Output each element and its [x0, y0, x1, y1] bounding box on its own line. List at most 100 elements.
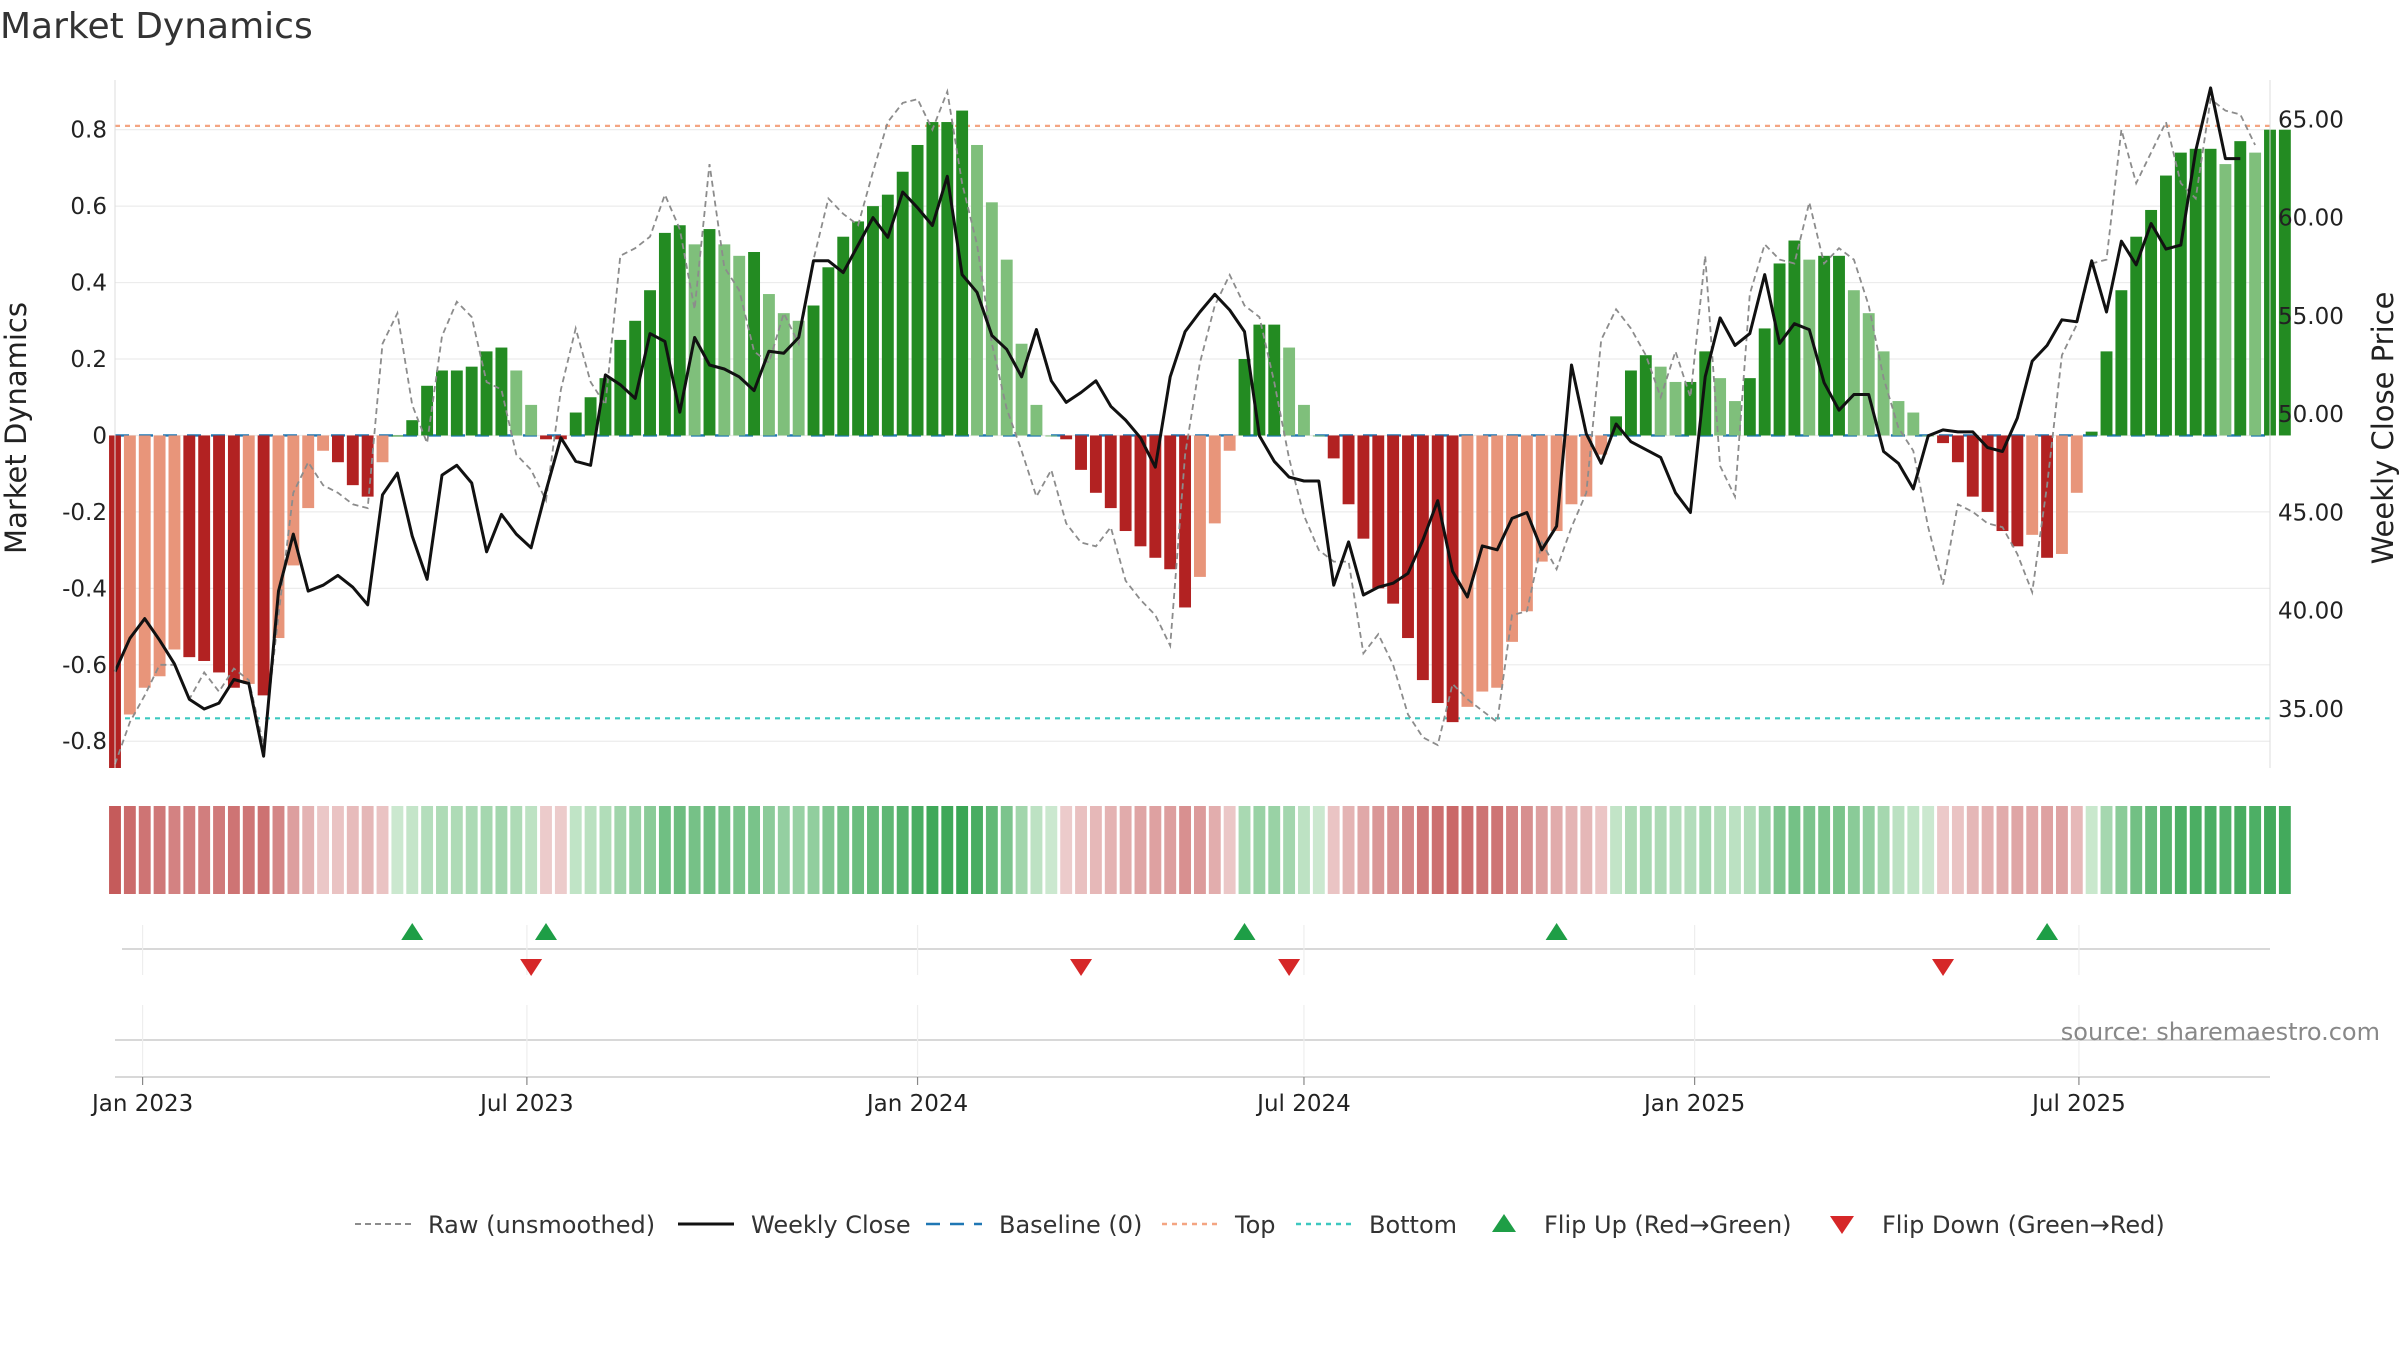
flip-up-marker	[1545, 923, 1568, 940]
regime-strip-cell	[2219, 806, 2232, 894]
dynamics-bar	[1699, 351, 1712, 436]
regime-strip-cell	[1981, 806, 1994, 894]
regime-strip-cell	[985, 806, 998, 894]
regime-strip-cell	[480, 806, 493, 894]
regime-strip-cell	[287, 806, 300, 894]
regime-strip-cell	[272, 806, 285, 894]
dynamics-bar	[748, 252, 761, 436]
legend-flip-up-swatch	[1492, 1214, 1516, 1232]
dynamics-bar	[1476, 435, 1489, 692]
regime-strip-cell	[376, 806, 389, 894]
dynamics-bar	[1907, 412, 1920, 436]
dynamics-bar	[376, 435, 389, 463]
dynamics-bar	[1238, 359, 1251, 436]
regime-strip-cell	[2026, 806, 2039, 894]
regime-strip-cell	[599, 806, 612, 894]
dynamics-bar	[629, 320, 642, 436]
dynamics-bar	[302, 435, 315, 509]
regime-strip-cell	[1357, 806, 1370, 894]
y-left-tick-label: -0.2	[62, 500, 107, 526]
dynamics-bar	[777, 313, 790, 436]
regime-strip-cell	[2264, 806, 2276, 894]
flip-down-marker	[520, 959, 543, 976]
regime-strip-cell	[1550, 806, 1563, 894]
dynamics-bar	[2160, 175, 2172, 436]
dynamics-bar	[1595, 435, 1608, 455]
dynamics-bar	[1862, 313, 1875, 436]
regime-strip-cell	[896, 806, 909, 894]
dynamics-bar	[599, 378, 612, 436]
dynamics-bar	[1461, 435, 1474, 707]
regime-strip-cell	[2160, 806, 2172, 894]
dynamics-bar	[1431, 435, 1444, 704]
dynamics-bar	[1015, 343, 1028, 436]
regime-strip-cell	[1223, 806, 1236, 894]
regime-strip-cell	[1476, 806, 1489, 894]
dynamics-bar	[2278, 129, 2291, 436]
dynamics-bar	[213, 435, 225, 673]
regime-strip-cell	[1996, 806, 2009, 894]
regime-strip-cell	[2278, 806, 2291, 894]
dynamics-bar	[1327, 435, 1340, 459]
dynamics-bar	[941, 122, 954, 436]
dynamics-bar	[1134, 435, 1147, 547]
dynamics-bar	[123, 435, 136, 715]
dynamics-bar	[1951, 435, 1964, 463]
dynamics-bar	[1342, 435, 1355, 505]
dynamics-bar	[1550, 435, 1563, 532]
regime-strip-cell	[1312, 806, 1325, 894]
regime-strip-cell	[658, 806, 671, 894]
dynamics-bar	[644, 290, 656, 436]
regime-strip-cell	[1030, 806, 1043, 894]
regime-strip-cell	[1164, 806, 1177, 894]
regime-strip-cell	[1193, 806, 1206, 894]
dynamics-bar	[1877, 351, 1890, 436]
dynamics-bar	[287, 435, 300, 566]
dynamics-bar	[2145, 209, 2158, 436]
regime-strip-cell	[123, 806, 136, 894]
dynamics-bar	[1847, 290, 1860, 436]
regime-strip-cell	[881, 806, 894, 894]
dynamics-bar	[2189, 148, 2202, 436]
regime-strip-cell	[2070, 806, 2083, 894]
regime-strip-cell	[2174, 806, 2187, 894]
dynamics-bar	[436, 370, 448, 436]
dynamics-bar	[1520, 435, 1533, 612]
regime-strip-cell	[317, 806, 330, 894]
regime-strip-cell	[718, 806, 731, 894]
y-axis-right-label: Weekly Close Price	[2366, 292, 2400, 565]
regime-strip-cell	[1119, 806, 1132, 894]
legend-label: Bottom	[1369, 1211, 1457, 1239]
regime-strip-cell	[391, 806, 404, 894]
dynamics-bar	[2249, 152, 2262, 436]
regime-strip-cell	[1045, 806, 1058, 894]
price-line-layer	[113, 86, 2241, 758]
regime-strip-cell	[2085, 806, 2098, 894]
regime-strip-cell	[1818, 806, 1831, 894]
regime-strip-cell	[1951, 806, 1964, 894]
dynamics-bar	[242, 435, 255, 684]
regime-strip-cell	[227, 806, 240, 894]
dynamics-bar	[837, 236, 850, 436]
regime-strip-cell	[1283, 806, 1296, 894]
dynamics-bar	[391, 435, 404, 437]
dynamics-bar	[852, 221, 865, 436]
chart-title: Market Dynamics	[0, 6, 313, 47]
legend-label: Weekly Close	[751, 1211, 911, 1239]
y-left-tick-label: -0.6	[62, 653, 107, 679]
regime-strip-cell	[762, 806, 775, 894]
regime-strip-cell	[1966, 806, 1979, 894]
regime-strip-cell	[1208, 806, 1221, 894]
dynamics-bar	[985, 202, 998, 436]
dynamics-bar	[1818, 255, 1831, 436]
y-right-tick-label: 50.00	[2278, 402, 2344, 428]
dynamics-bar	[1357, 435, 1370, 539]
regime-strip-cell	[2204, 806, 2217, 894]
dynamics-bar	[614, 339, 627, 436]
regime-strip-cell	[1803, 806, 1816, 894]
dynamics-bar	[2100, 351, 2113, 436]
dynamics-bar	[569, 412, 582, 436]
dynamics-bar	[1788, 240, 1801, 436]
regime-strip-cell	[153, 806, 166, 894]
regime-strip-cell	[1238, 806, 1251, 894]
